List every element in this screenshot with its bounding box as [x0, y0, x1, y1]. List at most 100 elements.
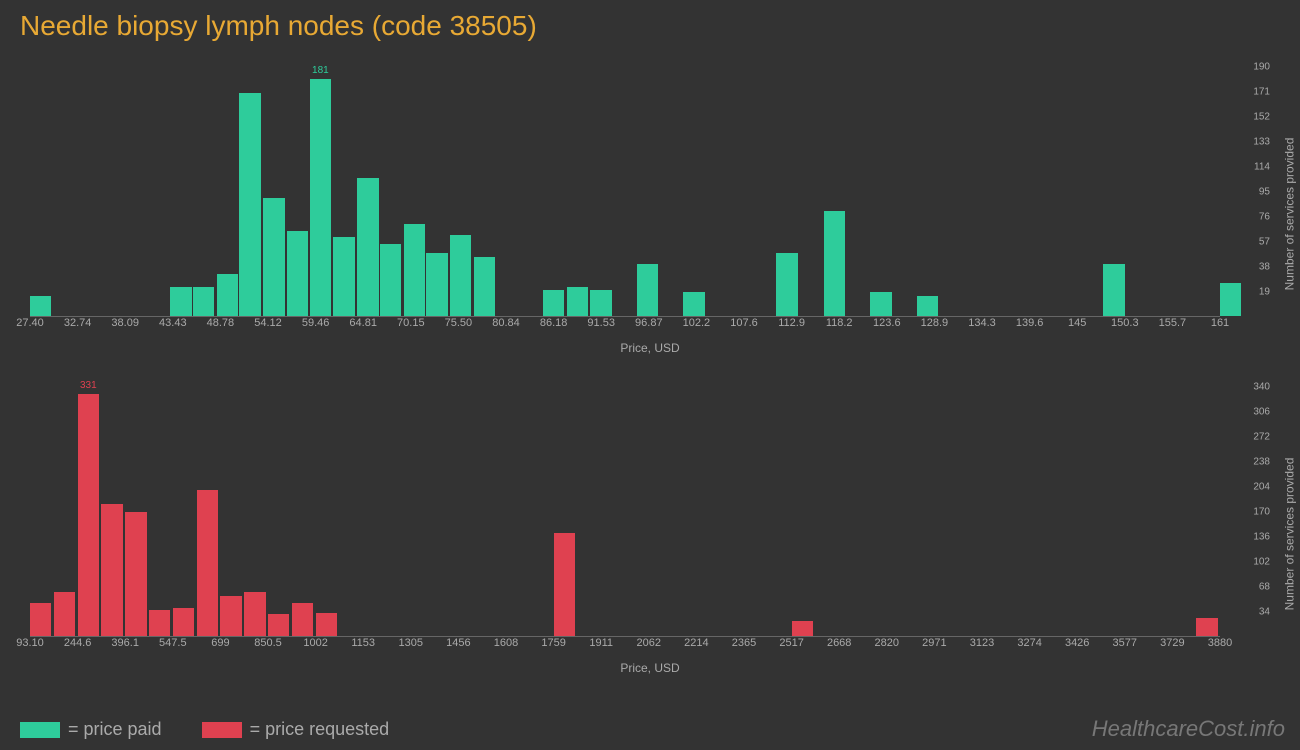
bar — [404, 224, 425, 316]
bar — [543, 290, 564, 316]
bar — [170, 287, 191, 316]
bar — [357, 178, 378, 316]
x-tick: 1608 — [494, 637, 518, 649]
x-tick: 155.7 — [1159, 317, 1187, 329]
y-axis-label: Number of services provided — [1283, 458, 1297, 611]
legend-label: = price requested — [250, 719, 390, 740]
x-tick: 699 — [211, 637, 229, 649]
x-tick: 2214 — [684, 637, 708, 649]
x-tick: 54.12 — [254, 317, 282, 329]
x-tick: 396.1 — [111, 637, 139, 649]
chart-price-requested: 331 93.10244.6396.1547.5699850.510021153… — [20, 377, 1280, 677]
y-tick: 133 — [1253, 137, 1270, 148]
x-tick: 3729 — [1160, 637, 1184, 649]
x-tick: 59.46 — [302, 317, 330, 329]
bar — [310, 79, 331, 316]
y-tick: 204 — [1253, 482, 1270, 493]
bar — [287, 231, 308, 316]
bar — [333, 237, 354, 316]
bar — [101, 504, 122, 636]
bar — [683, 292, 704, 316]
x-tick: 107.6 — [730, 317, 758, 329]
x-tick: 161 — [1211, 317, 1229, 329]
x-tick: 3880 — [1208, 637, 1232, 649]
x-tick: 1911 — [589, 637, 613, 649]
y-tick: 19 — [1259, 287, 1270, 298]
x-tick: 134.3 — [968, 317, 996, 329]
x-tick: 3577 — [1113, 637, 1137, 649]
y-tick: 34 — [1259, 607, 1270, 618]
bar — [870, 292, 891, 316]
bar — [78, 394, 99, 636]
x-tick: 43.43 — [159, 317, 187, 329]
x-tick: 128.9 — [921, 317, 949, 329]
x-tick: 2365 — [732, 637, 756, 649]
x-tick: 2820 — [875, 637, 899, 649]
x-tick: 2971 — [922, 637, 946, 649]
x-tick: 244.6 — [64, 637, 92, 649]
legend-swatch-icon — [202, 722, 242, 738]
x-tick: 102.2 — [683, 317, 711, 329]
x-tick: 93.10 — [16, 637, 44, 649]
bar — [125, 512, 146, 637]
bar — [824, 211, 845, 316]
legend-swatch-icon — [20, 722, 60, 738]
x-tick: 150.3 — [1111, 317, 1139, 329]
legend-item-requested: = price requested — [202, 719, 390, 740]
x-tick: 850.5 — [254, 637, 282, 649]
bar — [1103, 264, 1124, 316]
bar — [590, 290, 611, 316]
bar — [917, 296, 938, 316]
chart-price-paid: 181 27.4032.7438.0943.4348.7854.1259.466… — [20, 57, 1280, 357]
y-tick: 152 — [1253, 112, 1270, 123]
bar — [220, 596, 241, 636]
bar — [292, 603, 313, 636]
bar — [268, 614, 289, 636]
bar — [380, 244, 401, 316]
legend-label: = price paid — [68, 719, 162, 740]
legend: = price paid = price requested — [20, 719, 389, 740]
bar — [239, 93, 260, 316]
y-tick: 57 — [1259, 237, 1270, 248]
bar-peak-label: 331 — [80, 380, 97, 391]
bar — [193, 287, 214, 316]
y-tick: 306 — [1253, 407, 1270, 418]
x-tick: 75.50 — [445, 317, 473, 329]
bar — [450, 235, 471, 316]
y-axis-label: Number of services provided — [1283, 138, 1297, 291]
bar — [637, 264, 658, 316]
bar — [263, 198, 284, 316]
y-tick: 68 — [1259, 582, 1270, 593]
y-tick: 171 — [1253, 87, 1270, 98]
watermark: HealthcareCost.info — [1092, 716, 1285, 742]
bar — [197, 490, 218, 636]
y-tick: 38 — [1259, 262, 1270, 273]
x-tick: 1456 — [446, 637, 470, 649]
y-tick: 136 — [1253, 532, 1270, 543]
y-tick: 340 — [1253, 382, 1270, 393]
y-tick: 238 — [1253, 457, 1270, 468]
bar — [30, 603, 51, 636]
y-tick: 95 — [1259, 187, 1270, 198]
bar — [149, 610, 170, 636]
x-tick: 123.6 — [873, 317, 901, 329]
bar — [776, 253, 797, 316]
y-tick: 114 — [1254, 162, 1270, 173]
legend-item-paid: = price paid — [20, 719, 162, 740]
x-tick: 1759 — [541, 637, 565, 649]
bar-peak-label: 181 — [312, 65, 329, 76]
x-tick: 96.87 — [635, 317, 663, 329]
x-tick: 38.09 — [111, 317, 139, 329]
bar — [244, 592, 265, 636]
x-tick: 1153 — [351, 637, 375, 649]
bar — [567, 287, 588, 316]
x-tick: 27.40 — [16, 317, 44, 329]
x-tick: 2062 — [637, 637, 661, 649]
bar — [426, 253, 447, 316]
bar — [474, 257, 495, 316]
x-tick: 145 — [1068, 317, 1086, 329]
y-tick: 76 — [1259, 212, 1270, 223]
x-tick: 1305 — [399, 637, 423, 649]
bar — [217, 274, 238, 316]
x-axis-label: Price, USD — [620, 341, 679, 355]
